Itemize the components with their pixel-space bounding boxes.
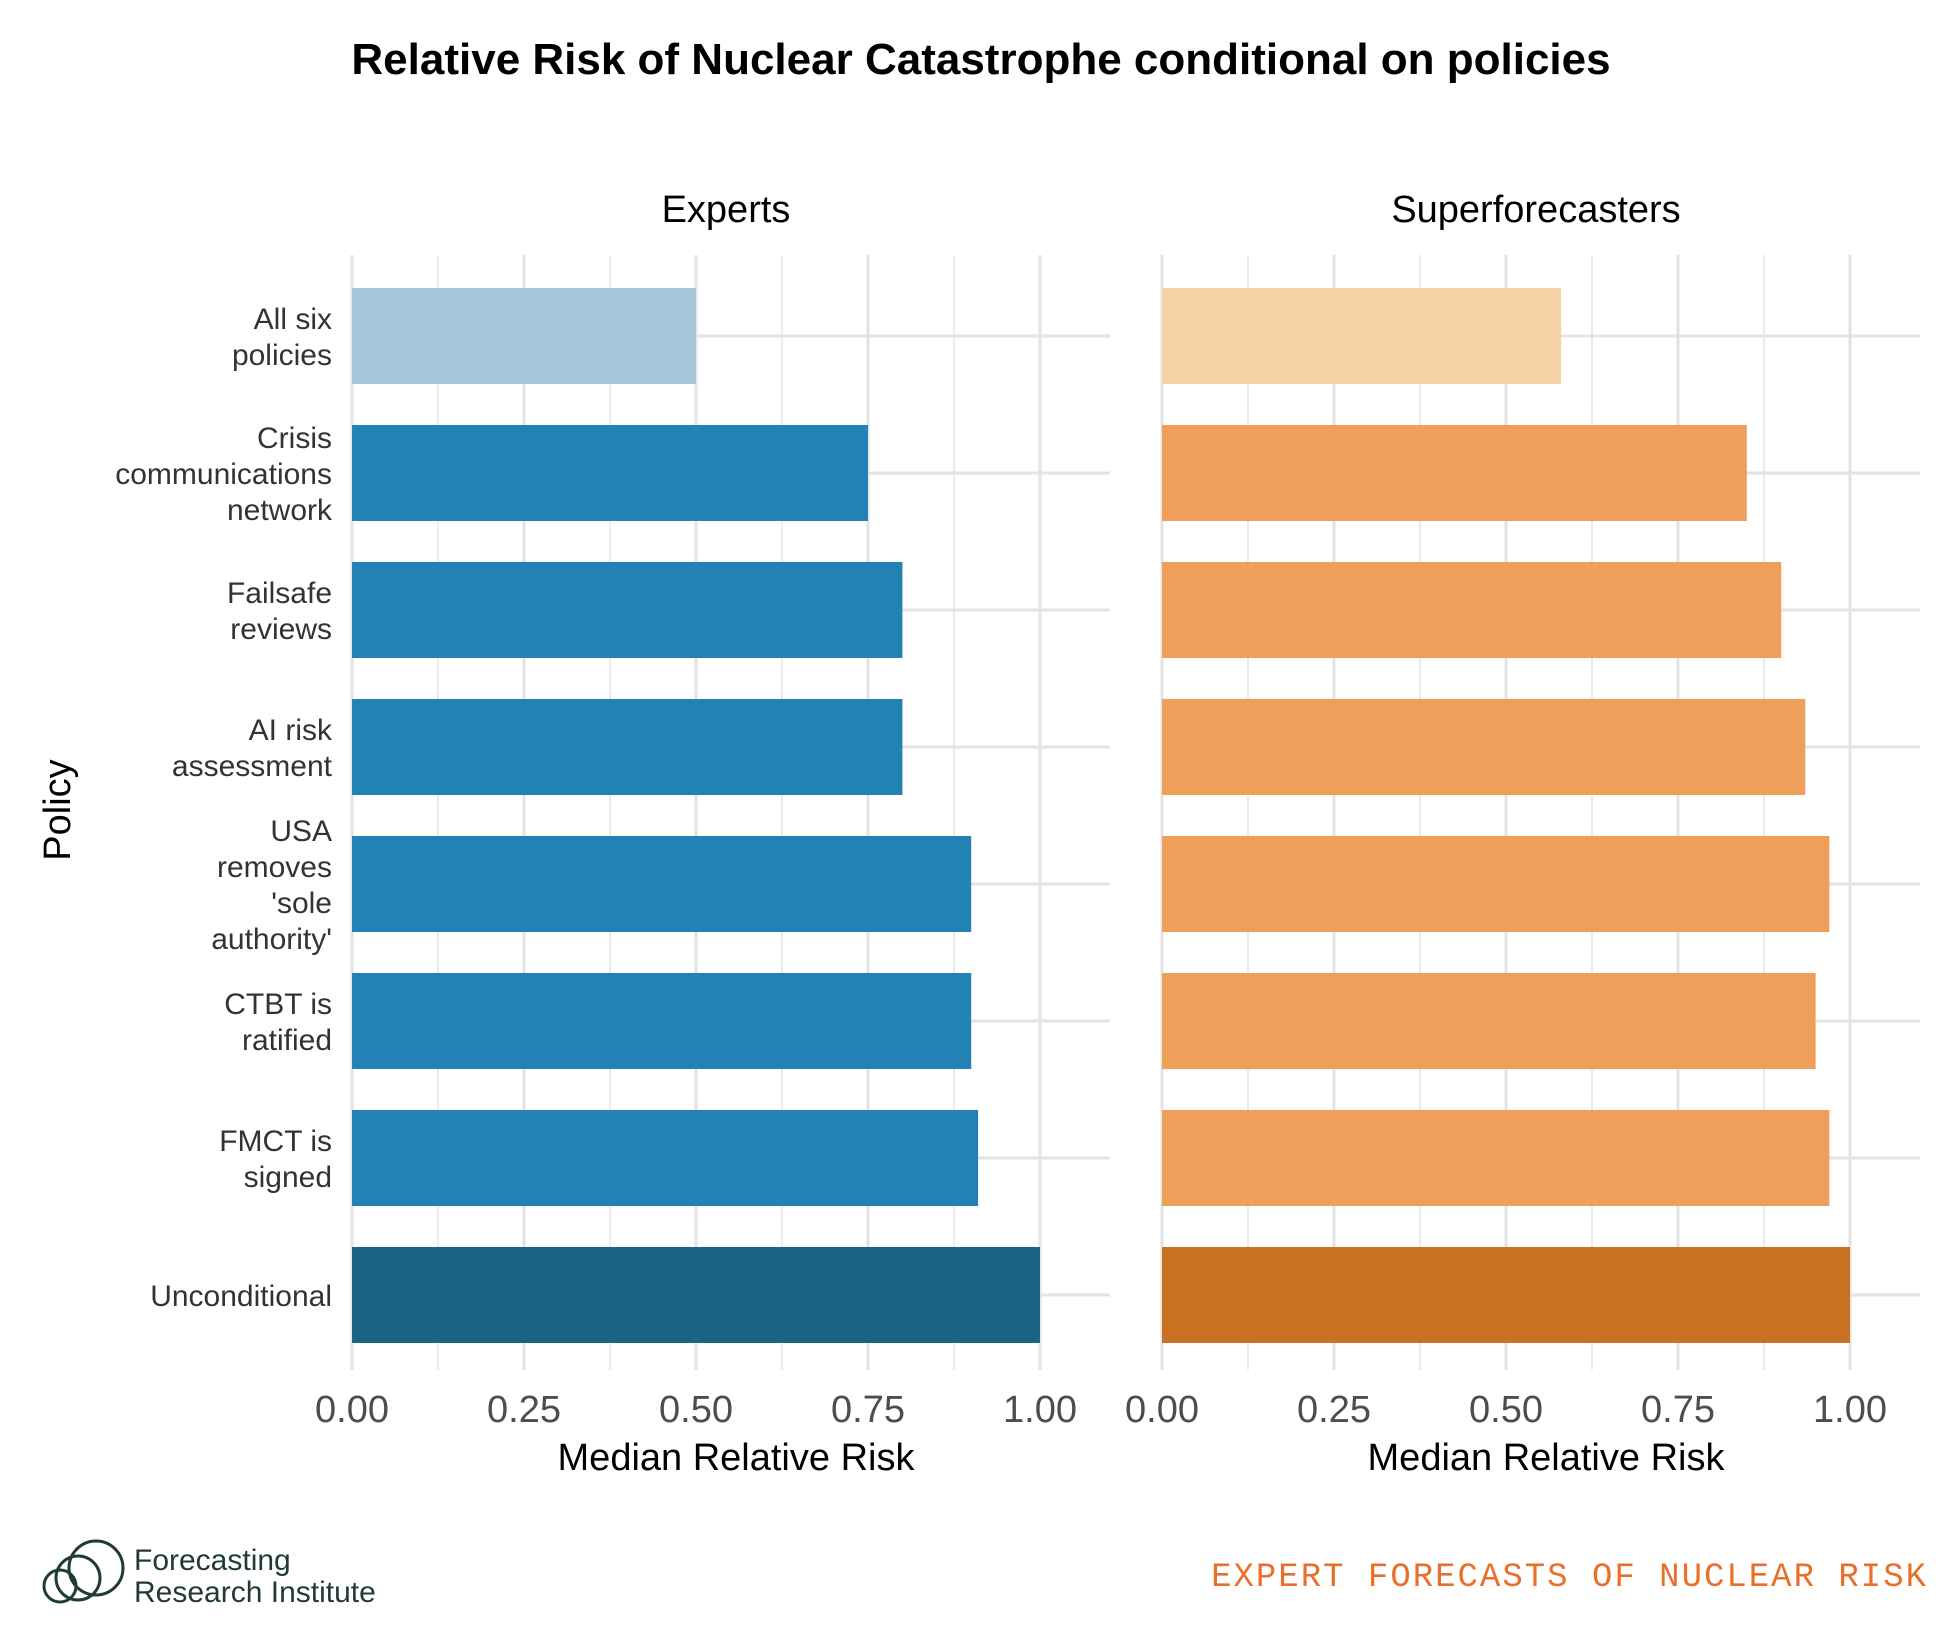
bar-failsafe-reviews [1162,562,1782,658]
y-tick-label: Unconditional [150,1280,332,1313]
bar-fmct-is-signed [1162,1110,1830,1206]
tagline: EXPERT FORECASTS OF NUCLEAR RISK [1211,1559,1928,1597]
y-tick-label: Failsafe reviews [227,577,332,646]
x-tick-label: 0.50 [1469,1389,1543,1431]
x-tick-label: 0.00 [1125,1389,1199,1431]
x-tick-label: 1.00 [1003,1389,1077,1431]
bar-crisis-communications-network [352,425,868,521]
bar-all-six-policies [352,288,696,384]
bar-fmct-is-signed [352,1110,979,1206]
x-tick-label: 0.75 [831,1389,905,1431]
x-tick-label: 0.00 [315,1389,389,1431]
bar-all-six-policies [1162,288,1562,384]
logo-text-line1: Forecasting [134,1544,291,1577]
y-tick-label: USA removes'sole authority' [211,815,332,956]
bar-usa-removes-sole-authority [1162,836,1830,932]
bar-crisis-communications-network [1162,425,1747,521]
bar-ai-risk-assessment [352,699,903,795]
bar-failsafe-reviews [352,562,903,658]
y-tick-label: All six policies [232,303,332,372]
x-axis-title-2: Median Relative Risk [1368,1437,1726,1479]
y-axis-category-labels: All six policies Crisis communications netwo… [115,303,333,1313]
bar-ctbt-is-ratified [1162,973,1816,1069]
bar-unconditional [1162,1247,1850,1343]
bar-usa-removes-sole-authority [352,836,972,932]
forecasting-research-institute-logo: Forecasting Research Institute [42,1539,376,1609]
bar-unconditional [352,1247,1040,1343]
y-tick-label: FMCT is signed [219,1125,332,1194]
x-tick-label: 0.75 [1641,1389,1715,1431]
y-tick-label: CTBT is ratified [224,988,332,1057]
y-tick-label: Crisis communications network [115,422,333,527]
y-tick-label: AI risk assessment [172,714,333,783]
facet-title-1: Experts [662,189,791,231]
chart-title: Relative Risk of Nuclear Catastrophe con… [351,35,1610,84]
logo-text-line2: Research Institute [134,1576,376,1609]
x-tick-label: 1.00 [1813,1389,1887,1431]
x-axis-title-1: Median Relative Risk [558,1437,916,1479]
y-axis-title: Policy [37,759,79,860]
facet-title-2: Superforecasters [1391,189,1680,231]
x-tick-label: 0.50 [659,1389,733,1431]
bar-ctbt-is-ratified [352,973,972,1069]
facet-panel-1: Experts 0.00 0.25 0.50 0.75 1.00 Median Relati… [315,189,1110,1479]
bar-ai-risk-assessment [1162,699,1806,795]
facet-panel-2: Superforecasters 0.00 0.25 0.50 0.75 1.00 Medi… [1125,189,1920,1479]
x-tick-label: 0.25 [487,1389,561,1431]
x-tick-label: 0.25 [1297,1389,1371,1431]
